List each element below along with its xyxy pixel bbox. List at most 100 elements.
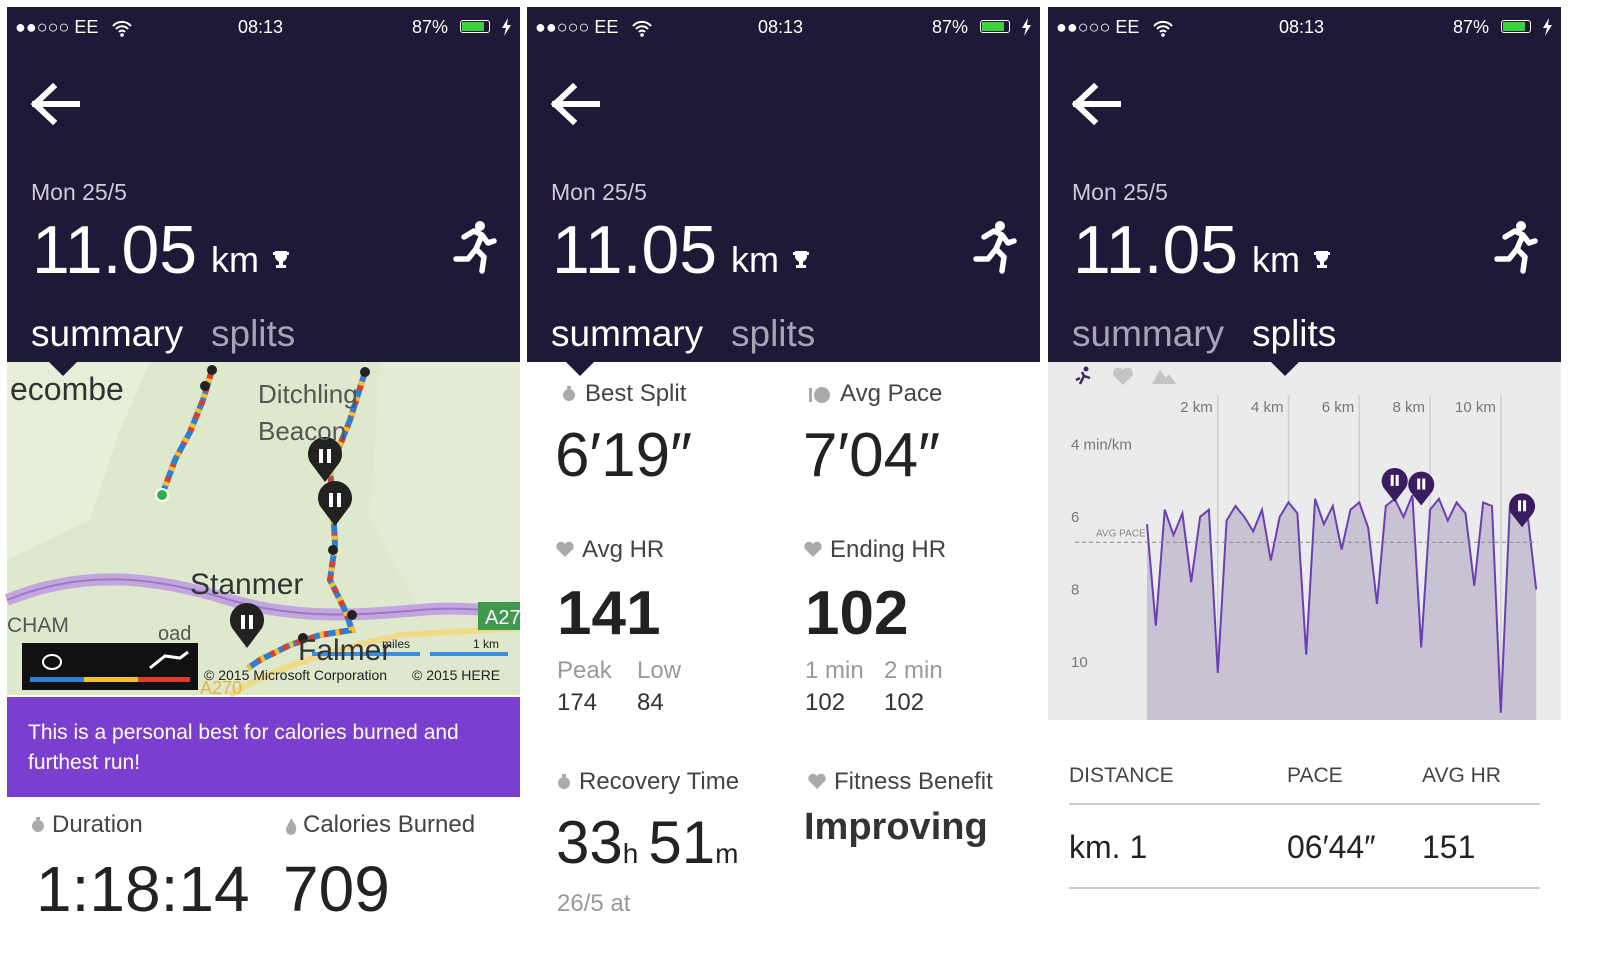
- back-button[interactable]: [1072, 83, 1122, 127]
- personal-best-banner: This is a personal best for calories bur…: [7, 697, 520, 797]
- wifi-icon: [112, 20, 132, 37]
- tab[interactable]: splits: [1252, 313, 1337, 354]
- table-cell: km. 1: [1069, 829, 1148, 865]
- map-scale-label: miles: [382, 637, 410, 651]
- back-button[interactable]: [551, 83, 601, 127]
- distance-value: 11.05: [32, 212, 198, 288]
- detail-value: 7′04″: [803, 421, 941, 490]
- scale-bar: [312, 652, 420, 656]
- detail-value: 141: [557, 579, 661, 648]
- map-credit: © 2015 Microsoft Corporation: [204, 667, 387, 683]
- map-road: [228, 625, 521, 698]
- activity-date: Mon 25/5: [31, 179, 127, 205]
- map-point: [207, 365, 217, 375]
- map-terrain: [7, 362, 150, 560]
- activity-date: Mon 25/5: [1072, 179, 1168, 205]
- pause-marker: [1509, 493, 1536, 528]
- clock: 08:13: [238, 17, 284, 37]
- map-road: [6, 578, 521, 616]
- battery-percent: 87%: [412, 17, 449, 37]
- stat-value: 709: [283, 853, 390, 925]
- distance-value: 11.05: [1073, 212, 1239, 288]
- detail-value: Improving: [804, 806, 988, 848]
- sub-label: Low: [637, 657, 682, 684]
- map-credit: © 2015 HERE: [412, 667, 500, 683]
- chart-mode-icons: [1075, 366, 1176, 385]
- tab-pointer: [1271, 362, 1299, 376]
- pace-line: [1146, 494, 1538, 713]
- map-pause-pin: [308, 436, 342, 482]
- carrier: ●●○○○ EE: [15, 17, 99, 37]
- avg-pace-label: AVG PACE: [1096, 528, 1146, 539]
- map-label: Falmer: [298, 634, 391, 667]
- sub-label: 2 min: [884, 657, 943, 684]
- map-pause-pin: [230, 603, 264, 648]
- table-rule: [1069, 803, 1540, 805]
- back-button[interactable]: [31, 83, 81, 127]
- carrier: ●●○○○ EE: [535, 17, 619, 37]
- recovery-value: 33h 51m: [556, 808, 738, 877]
- carrier: ●●○○○ EE: [1056, 17, 1140, 37]
- recovery-part: h: [622, 838, 639, 869]
- distance-unit: km: [1252, 239, 1300, 280]
- pace-icon: [809, 387, 830, 403]
- detail-label: Recovery Time: [579, 768, 740, 795]
- distance-unit: km: [731, 239, 779, 280]
- stat-label: Duration: [52, 811, 143, 838]
- map-label: A27: [485, 607, 521, 629]
- map-label: ecombe: [10, 371, 124, 407]
- detail-label: Best Split: [585, 380, 687, 407]
- tab[interactable]: splits: [211, 313, 296, 354]
- page: {"status": {"carrier": "●●○○○ EE", "time…: [4, 7, 1561, 925]
- battery-icon: [460, 20, 490, 33]
- tab[interactable]: summary: [1072, 313, 1225, 354]
- detail-value: 6′19″: [555, 421, 693, 490]
- detail-value: 102: [805, 579, 909, 648]
- map: [4, 362, 521, 698]
- table-header: AVG HR: [1422, 764, 1501, 787]
- map-label: Beacon: [258, 416, 346, 446]
- table-cell: 06′44″: [1287, 829, 1376, 865]
- map-terrain: [370, 362, 520, 610]
- screen-header: ●●○○○ EE 08:13 87% Mon 25/5 11.05 km summary sp…: [7, 7, 520, 362]
- banner-text: This is a personal best for calories bur…: [28, 721, 459, 774]
- map-label: CHAM: [7, 614, 69, 637]
- timer-icon: [563, 386, 575, 401]
- graphics: 2 km 4 km 6 km 8 km 10 km 4 min/km 6 8 10 AVG PAC…: [4, 362, 1561, 720]
- activity-icon: [1494, 221, 1538, 274]
- stat-icon: [32, 817, 44, 832]
- y-tick-label: 6: [1071, 509, 1079, 526]
- heart-icon: [556, 541, 574, 557]
- tab[interactable]: splits: [731, 313, 816, 354]
- recovery-note: 26/5 at: [557, 890, 631, 917]
- x-tick-label: 10 km: [1455, 399, 1496, 416]
- tab-pointer: [49, 362, 77, 376]
- stat-value: 1:18:14: [36, 853, 250, 925]
- x-tick-label: 4 km: [1251, 399, 1284, 416]
- timer-icon: [558, 774, 570, 789]
- recovery-part: 33: [556, 809, 623, 876]
- screen-header: ●●○○○ EE 08:13 87% Mon 25/5 11.05 km summary sp…: [1048, 7, 1561, 362]
- battery-percent: 87%: [932, 17, 969, 37]
- wifi-icon: [1153, 20, 1173, 37]
- heart-icon: [804, 541, 822, 557]
- map-scale-label: 1 km: [473, 637, 499, 651]
- clock: 08:13: [1279, 17, 1325, 37]
- map-point: [200, 381, 210, 391]
- x-tick-label: 8 km: [1393, 399, 1426, 416]
- table-header: DISTANCE: [1069, 764, 1174, 787]
- tab-pointer: [566, 362, 594, 376]
- map-start: [155, 488, 169, 502]
- pause-marker: [1408, 471, 1435, 506]
- sub-value: 102: [884, 689, 925, 716]
- clock: 08:13: [758, 17, 804, 37]
- tab[interactable]: summary: [31, 313, 184, 354]
- map-point: [298, 633, 308, 643]
- sub-label: Peak: [557, 657, 612, 684]
- tab[interactable]: summary: [551, 313, 704, 354]
- map-label: Stanmer: [190, 568, 303, 601]
- y-tick-label: 8: [1071, 581, 1079, 598]
- table-header: PACE: [1287, 764, 1343, 787]
- trophy-icon: [793, 251, 809, 268]
- pace-area: [1147, 495, 1537, 720]
